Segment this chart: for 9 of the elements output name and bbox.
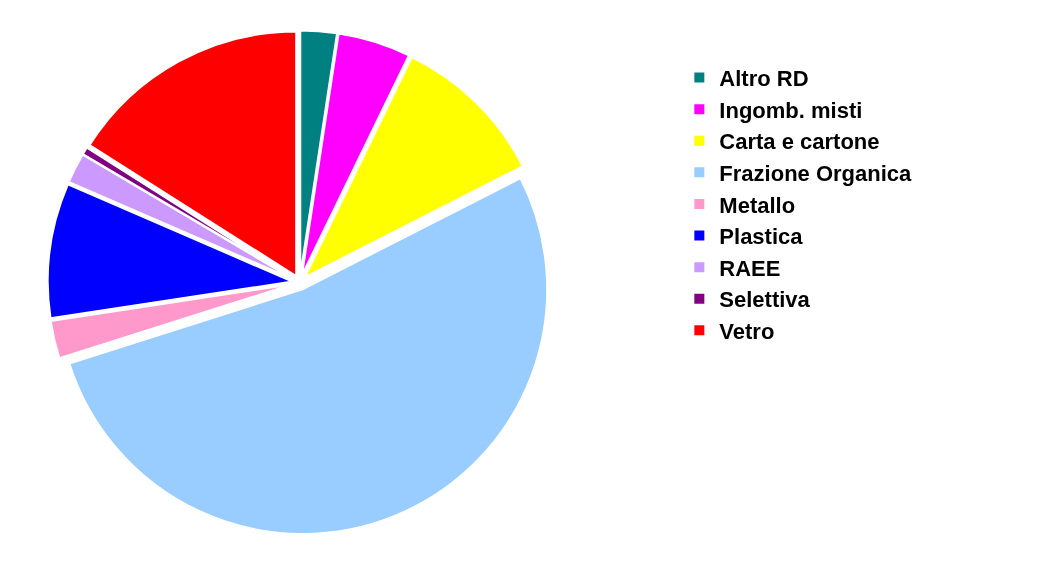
legend-label: Metallo xyxy=(719,192,796,218)
legend-label: Vetro xyxy=(719,318,775,344)
legend-label: Frazione Organica xyxy=(719,160,913,186)
legend-label: RAEE xyxy=(719,255,781,281)
legend-label: Plastica xyxy=(719,224,804,250)
legend-label: Altro RD xyxy=(719,66,809,92)
legend-label: Selettiva xyxy=(719,287,811,313)
legend-label: Ingomb. misti xyxy=(719,97,863,123)
legend-label: Carta e cartone xyxy=(719,129,880,155)
